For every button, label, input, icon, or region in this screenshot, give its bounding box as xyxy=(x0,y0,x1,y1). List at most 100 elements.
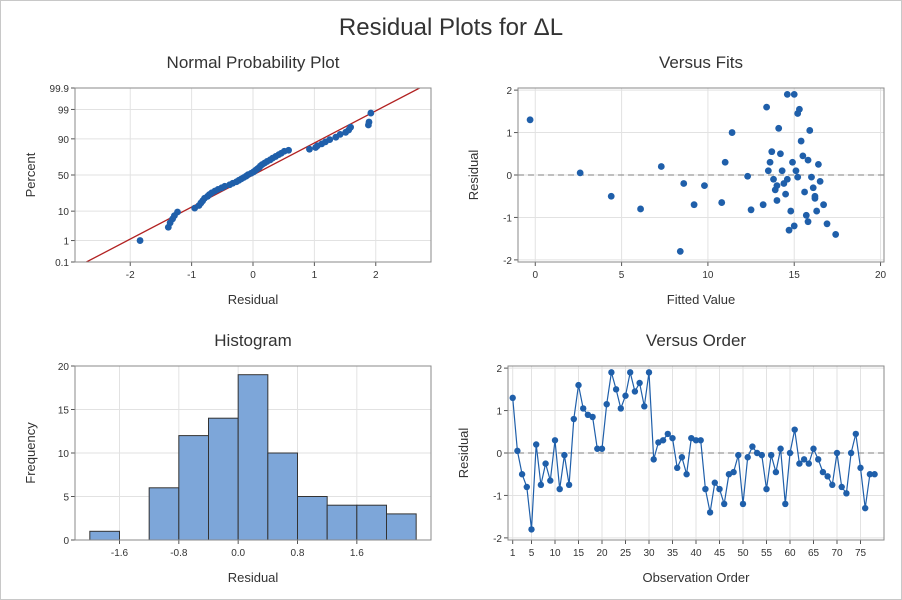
versus-order-plot-point xyxy=(810,445,817,452)
versus-fits-plot-point xyxy=(794,173,802,181)
versus-order-plot-point xyxy=(819,468,827,476)
versus-fits-plot-xtick-label: 10 xyxy=(702,270,714,281)
versus-order-plot-xtick-label: 65 xyxy=(808,548,820,559)
versus-fits-plot-point xyxy=(813,207,821,215)
versus-order-plot-point xyxy=(782,500,789,508)
normal-probability-plot-xtick-label: -1 xyxy=(187,270,196,281)
versus-order-plot-point xyxy=(659,437,667,444)
versus-fits-plot-point xyxy=(832,231,840,238)
versus-order-plot-xlabel: Observation Order xyxy=(643,570,751,585)
versus-order-plot-point xyxy=(833,449,841,457)
versus-fits-plot-point xyxy=(783,90,791,98)
normal-probability-plot-point xyxy=(326,136,334,144)
versus-order-plot-xtick-label: 10 xyxy=(549,548,561,559)
versus-order-plot-point xyxy=(838,483,845,491)
versus-order-plot-point xyxy=(565,481,573,489)
versus-fits-plot-point xyxy=(766,158,774,166)
versus-order-plot-ytick-label: -2 xyxy=(493,534,502,545)
versus-order-plot-point xyxy=(674,464,681,472)
histogram-plot-xtick-label: -1.6 xyxy=(111,548,129,559)
versus-order-plot-point xyxy=(627,369,634,376)
versus-order-plot-point xyxy=(772,468,780,476)
versus-fits-plot-point xyxy=(773,182,781,190)
versus-fits-plot-point xyxy=(676,247,684,255)
versus-fits-plot-plot-area xyxy=(518,90,884,255)
versus-order-plot-point xyxy=(589,413,596,421)
versus-fits-plot-point xyxy=(814,160,822,168)
versus-order-plot-xtick-label: 30 xyxy=(643,548,655,559)
versus-order-plot-xtick-label: 35 xyxy=(667,548,679,559)
versus-fits-plot-xtick-label: 15 xyxy=(789,270,801,281)
versus-fits-plot-point xyxy=(796,105,803,113)
versus-order-plot-point xyxy=(847,449,855,457)
versus-order-plot-point xyxy=(650,456,657,463)
versus-order-plot-point xyxy=(594,445,601,452)
versus-order-plot-point xyxy=(570,415,577,423)
versus-fits-plot-point xyxy=(808,173,815,181)
versus-fits-plot-point xyxy=(802,211,810,219)
versus-fits-plot-xtick-label: 20 xyxy=(875,270,887,281)
histogram-plot-ylabel: Frequency xyxy=(23,422,38,484)
versus-fits-plot-point xyxy=(823,220,831,228)
versus-fits-plot-point xyxy=(785,226,793,234)
versus-order-plot-point xyxy=(547,477,554,484)
normal-probability-plot-ytick-label: 10 xyxy=(58,207,70,218)
versus-fits-plot-point xyxy=(799,152,807,160)
normal-probability-plot-ylabel: Percent xyxy=(23,152,38,197)
versus-fits-plot-point xyxy=(657,163,665,170)
versus-order-plot-plot-area xyxy=(508,369,884,533)
normal-probability-plot-frame xyxy=(74,87,432,263)
versus-order-plot-point xyxy=(716,485,723,493)
versus-order-plot-point xyxy=(800,456,808,463)
versus-order-plot-point xyxy=(697,437,704,444)
versus-order-plot-point xyxy=(805,460,812,467)
histogram-plot-ytick-label: 0 xyxy=(63,536,69,547)
versus-fits-plot-point xyxy=(680,180,688,187)
versus-order-plot-point xyxy=(612,386,620,393)
versus-fits-plot-xlabel: Fitted Value xyxy=(667,292,735,307)
versus-order-plot-xtick-label: 5 xyxy=(529,548,535,559)
versus-fits-plot-ytick-label: 0 xyxy=(506,171,512,182)
histogram-plot-title: Histogram xyxy=(214,331,291,350)
versus-order-plot-point xyxy=(843,490,850,497)
versus-order-plot-series-line xyxy=(512,372,875,530)
versus-order-plot-point xyxy=(664,430,671,438)
histogram-plot-bar xyxy=(297,496,328,540)
versus-fits-plot-point xyxy=(747,206,755,214)
versus-fits-plot-xtick-label: 5 xyxy=(619,270,625,281)
versus-fits-plot-point xyxy=(759,201,767,209)
versus-fits-plot-point xyxy=(816,177,824,185)
versus-order-plot-point xyxy=(641,403,648,410)
versus-order-plot-point xyxy=(509,394,516,402)
versus-fits-plot-ytick-label: -1 xyxy=(503,213,512,224)
normal-probability-plot-point xyxy=(347,123,354,131)
versus-order-plot-point xyxy=(636,379,643,387)
normal-probability-plot-point xyxy=(136,237,144,244)
versus-fits-plot-point xyxy=(797,137,805,145)
histogram-plot-ytick-label: 10 xyxy=(58,449,70,460)
versus-order-plot-xtick-label: 60 xyxy=(784,548,796,559)
versus-fits-plot-ytick-label: -2 xyxy=(503,256,512,267)
histogram-plot-bar xyxy=(89,530,121,540)
histogram-plot-bar xyxy=(267,452,299,540)
versus-order-plot-point xyxy=(608,369,615,376)
versus-order-plot-point xyxy=(514,447,521,455)
versus-fits-plot-point xyxy=(792,167,800,175)
versus-order-plot-point xyxy=(518,471,526,478)
versus-fits-plot-point xyxy=(768,148,776,156)
versus-order-plot-xtick-label: 40 xyxy=(690,548,702,559)
versus-fits-plot-point xyxy=(721,158,729,166)
normal-probability-plot-ytick-label: 50 xyxy=(58,171,70,182)
histogram-plot-ytick-label: 5 xyxy=(63,493,69,504)
versus-fits-plot-point xyxy=(728,129,736,136)
versus-order-plot-ytick-label: -1 xyxy=(493,491,502,502)
versus-order-plot-point xyxy=(866,471,874,478)
versus-fits-plot-point xyxy=(526,116,534,124)
normal-probability-plot-point xyxy=(367,109,375,117)
histogram-plot-bar xyxy=(178,435,209,540)
versus-fits-plot-point xyxy=(773,197,781,204)
versus-order-plot-point xyxy=(829,481,836,489)
normal-probability-plot-ytick-label: 1 xyxy=(63,237,69,248)
versus-fits-plot-point xyxy=(718,199,726,206)
versus-fits-plot-point xyxy=(809,184,817,192)
